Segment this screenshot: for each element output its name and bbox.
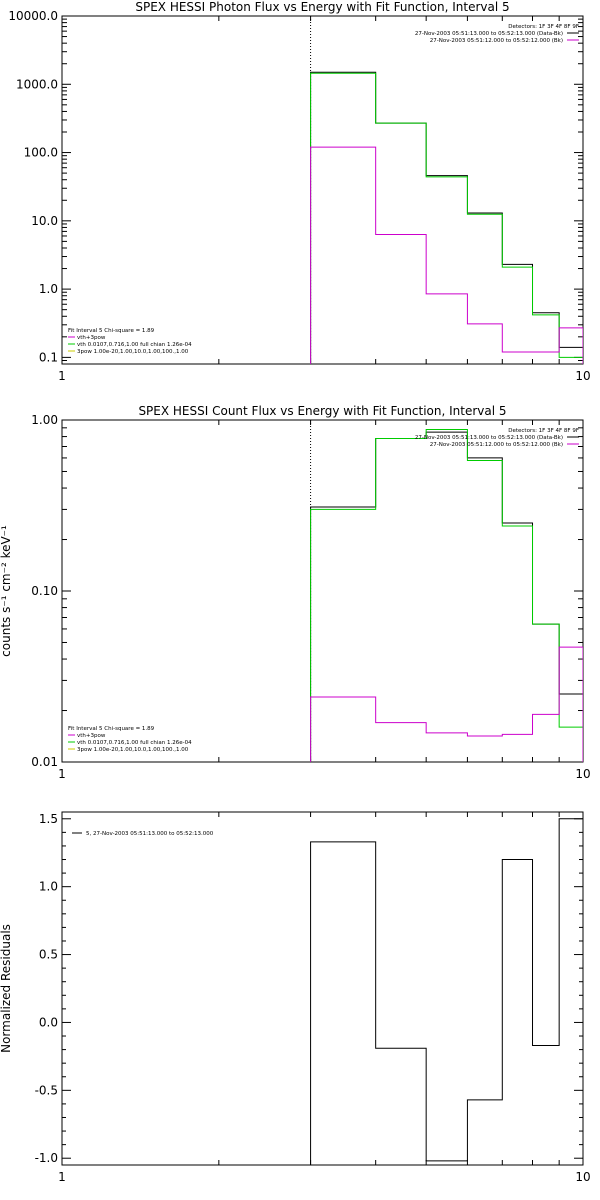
legend-entry-text: 27-Nov-2003 05:51:13.000 to 05:52:13.000… bbox=[415, 31, 563, 37]
legend-entry-text: 27-Nov-2003 05:51:12.000 to 05:52:12.000… bbox=[430, 442, 563, 448]
y-tick-label: 100.0 bbox=[24, 146, 58, 160]
y-tick-label: 1.00 bbox=[31, 413, 58, 427]
y-tick-label: 0.1 bbox=[39, 350, 58, 364]
legend-entry-text: 27-Nov-2003 05:51:13.000 to 05:52:13.000… bbox=[415, 435, 563, 441]
y-tick-label: 10.0 bbox=[31, 214, 58, 228]
legend-header: Fit Interval 5 Chi-square = 1.89 bbox=[68, 726, 155, 732]
legend-entry-text: 3pow 1.00e-20,1.00,10.0,1.00,100.,1.00 bbox=[77, 349, 189, 355]
y-tick-label: 1000.0 bbox=[16, 77, 58, 91]
y-tick-label: 1.0 bbox=[39, 282, 58, 296]
legend-bottom-left: Fit Interval 5 Chi-square = 1.89vth+3pow… bbox=[68, 328, 192, 355]
legend-header: Detectors: 1F 3F 4F 8F 9F bbox=[508, 428, 579, 434]
series-0-step-line bbox=[310, 818, 583, 1165]
photon-flux-panel: SPEX HESSI Photon Flux vs Energy with Fi… bbox=[8, 0, 590, 383]
legend-entry-text: 5, 27-Nov-2003 05:51:13.000 to 05:52:13.… bbox=[86, 831, 214, 837]
legend-header: Detectors: 1F 3F 4F 8F 9F bbox=[508, 24, 579, 30]
y-tick-label: 0.5 bbox=[39, 948, 58, 962]
x-axis: 1 10 bbox=[58, 16, 591, 383]
legend-entry-text: vth 0.0107,0.716,1.00 full chian 1.26e-0… bbox=[77, 342, 192, 348]
x-axis: 1 10 bbox=[58, 420, 591, 781]
chart-title: SPEX HESSI Count Flux vs Energy with Fit… bbox=[138, 404, 506, 418]
series-group bbox=[310, 71, 583, 364]
y-axis: 0.1 1.0 10.0 100.0 1000.0 10000.0 bbox=[8, 9, 583, 365]
x-tick-label: 10 bbox=[575, 767, 590, 781]
series-2-step-line bbox=[310, 646, 583, 762]
y-tick-label: 0.10 bbox=[31, 584, 58, 598]
series-group bbox=[310, 818, 583, 1165]
x-tick-label: 1 bbox=[58, 369, 66, 383]
residuals-panel: -1.0 -0.5 0.0 0.5 1.0 1.5 1 10 Normalized Residu… bbox=[0, 811, 591, 1184]
legend-entry-text: vth+3pow bbox=[77, 335, 106, 341]
y-tick-label: 10000.0 bbox=[8, 9, 58, 23]
legend-entry-text: 3pow 1.00e-20,1.00,10.0,1.00,100.,1.00 bbox=[77, 747, 189, 753]
series-group bbox=[310, 428, 583, 762]
series-2-step-line bbox=[310, 146, 583, 364]
x-tick-label: 10 bbox=[575, 369, 590, 383]
x-tick-label: 1 bbox=[58, 767, 66, 781]
legend-entry-text: vth 0.0107,0.716,1.00 full chian 1.26e-0… bbox=[77, 740, 192, 746]
legend-top-left: 5, 27-Nov-2003 05:51:13.000 to 05:52:13.… bbox=[72, 831, 214, 837]
y-axis: 0.01 0.10 1.00 bbox=[31, 413, 583, 769]
legend-entry-text: vth+3pow bbox=[77, 733, 106, 739]
x-tick-label: 1 bbox=[58, 1170, 66, 1184]
y-tick-label: -1.0 bbox=[35, 1151, 58, 1165]
y-tick-label: 0.01 bbox=[31, 755, 58, 769]
x-tick-label: 10 bbox=[575, 1170, 590, 1184]
y-axis-label: counts s⁻¹ cm⁻² keV⁻¹ bbox=[0, 525, 13, 657]
legend-bottom-left: Fit Interval 5 Chi-square = 1.89vth+3pow… bbox=[68, 726, 192, 753]
count-flux-panel: SPEX HESSI Count Flux vs Energy with Fit… bbox=[0, 404, 591, 781]
y-axis-label: Normalized Residuals bbox=[0, 924, 13, 1053]
y-tick-label: 0.0 bbox=[39, 1015, 58, 1029]
legend-header: Fit Interval 5 Chi-square = 1.89 bbox=[68, 328, 155, 334]
y-tick-label: 1.0 bbox=[39, 880, 58, 894]
plot-frame bbox=[61, 15, 584, 365]
legend-entry-text: 27-Nov-2003 05:51:12.000 to 05:52:12.000… bbox=[430, 38, 563, 44]
y-tick-label: -0.5 bbox=[35, 1083, 58, 1097]
y-axis: -1.0 -0.5 0.0 0.5 1.0 1.5 bbox=[35, 812, 583, 1165]
chart-title: SPEX HESSI Photon Flux vs Energy with Fi… bbox=[135, 0, 509, 14]
y-tick-label: 1.5 bbox=[39, 812, 58, 826]
